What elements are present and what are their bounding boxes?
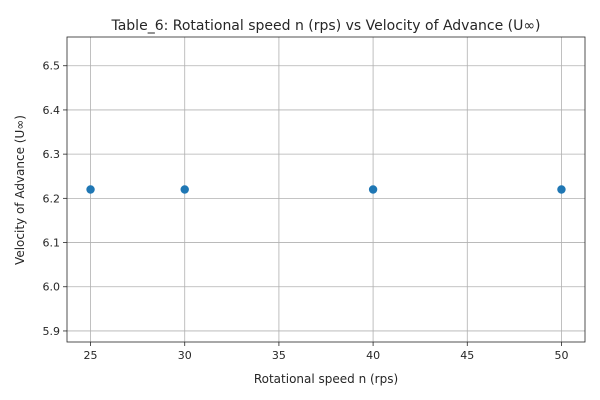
data-point: [86, 185, 95, 194]
x-tick-label: 40: [366, 349, 380, 362]
plot-area-background: [67, 37, 585, 342]
tick-layer: 25 30 35 40 45 50 5.9 6.0 6.1 6.2 6.3 6.4 6.5: [43, 60, 569, 362]
plot-frame: [66, 36, 586, 343]
y-tick-label: 6.4: [43, 104, 61, 117]
y-tick-label: 6.2: [43, 192, 61, 205]
chart-title: Table_6: Rotational speed n (rps) vs Vel…: [110, 18, 540, 34]
y-tick-label: 6.3: [43, 148, 61, 161]
y-tick-label: 6.1: [43, 237, 61, 250]
x-tick-label: 45: [460, 349, 474, 362]
y-tick-label: 6.0: [43, 281, 61, 294]
x-tick-label: 35: [272, 349, 286, 362]
data-point: [180, 185, 189, 194]
y-axis-title: Velocity of Advance (U∞): [13, 115, 27, 265]
y-tick-label: 6.5: [43, 60, 61, 73]
data-point: [557, 185, 566, 194]
grid-layer: [67, 37, 585, 342]
x-tick-label: 30: [178, 349, 192, 362]
x-tick-label: 50: [554, 349, 568, 362]
x-axis-title: Rotational speed n (rps): [254, 372, 398, 386]
x-tick-label: 25: [84, 349, 98, 362]
data-point: [368, 185, 378, 194]
point-layer: [86, 185, 566, 194]
y-tick-label: 5.9: [43, 325, 61, 338]
